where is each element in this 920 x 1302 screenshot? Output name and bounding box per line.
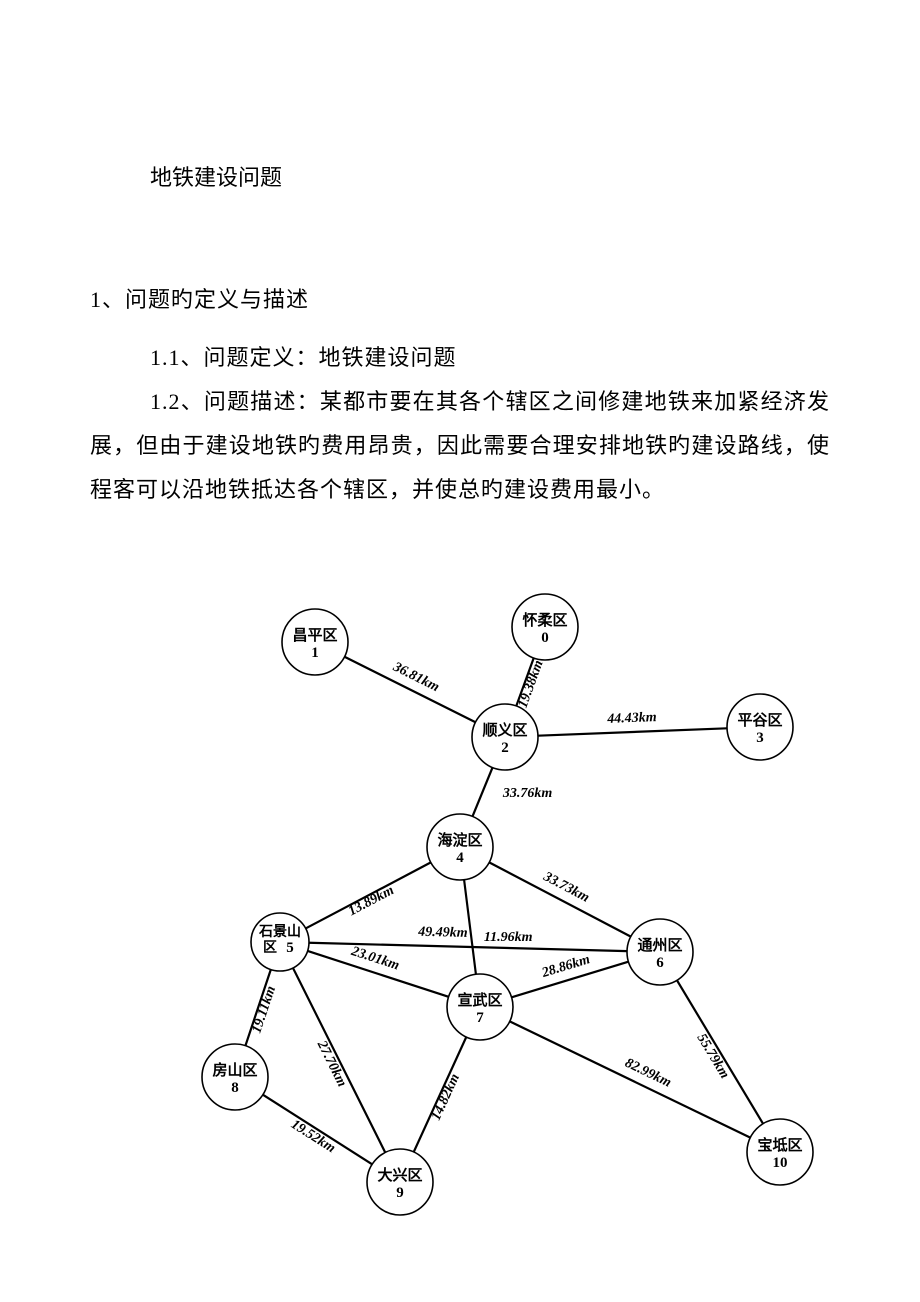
svg-text:10: 10 xyxy=(773,1155,788,1171)
svg-text:2: 2 xyxy=(501,740,509,756)
svg-text:6: 6 xyxy=(656,955,664,971)
graph-node: 顺义区2 xyxy=(472,704,538,770)
graph-node: 大兴区9 xyxy=(367,1149,433,1215)
section-1-1: 1.1、问题定义：地铁建设问题 xyxy=(150,336,830,380)
svg-text:顺义区: 顺义区 xyxy=(482,721,527,739)
section-1-heading: 1、问题旳定义与描述 xyxy=(90,282,830,314)
graph-node: 房山区8 xyxy=(202,1044,268,1110)
graph-edge xyxy=(489,862,631,936)
graph-edge xyxy=(677,980,763,1123)
edge-weight-label: 82.99km xyxy=(622,1056,673,1091)
graph-node: 宝坻区10 xyxy=(747,1119,813,1185)
svg-text:石景山: 石景山 xyxy=(258,924,301,940)
edge-weight-label: 49.49km xyxy=(417,925,468,941)
svg-text:昌平区: 昌平区 xyxy=(292,627,337,644)
svg-text:宣武区: 宣武区 xyxy=(457,991,502,1009)
svg-text:海淀区: 海淀区 xyxy=(437,831,482,849)
section-1-2: 1.2、问题描述：某都市要在其各个辖区之间修建地铁来加紧经济发展，但由于建设地铁… xyxy=(90,380,830,512)
svg-text:区: 区 xyxy=(263,940,277,956)
svg-text:8: 8 xyxy=(231,1080,239,1096)
svg-text:宝坻区: 宝坻区 xyxy=(757,1136,802,1154)
edge-weight-label: 13.89km xyxy=(346,883,397,919)
svg-text:平谷区: 平谷区 xyxy=(737,712,782,729)
edge-weight-label: 33.73km xyxy=(540,869,592,906)
edge-weight-label: 27.70km xyxy=(313,1038,349,1090)
graph-edge xyxy=(510,1021,751,1137)
svg-text:1: 1 xyxy=(311,645,319,661)
edge-weight-label: 28.86km xyxy=(539,952,592,981)
svg-text:9: 9 xyxy=(396,1185,404,1201)
svg-text:大兴区: 大兴区 xyxy=(377,1166,422,1184)
svg-text:3: 3 xyxy=(756,730,764,746)
graph-svg: 36.81km 19.38km 44.43km 33.76km 13.89km 33.73… xyxy=(90,572,830,1242)
graph-node: 石景山区5 xyxy=(251,913,309,971)
svg-text:0: 0 xyxy=(541,630,549,646)
svg-text:5: 5 xyxy=(286,940,294,956)
edge-weight-label: 44.43km xyxy=(606,710,657,727)
edge-weight-label: 33.76km xyxy=(502,786,553,801)
edge-weight-label: 36.81km xyxy=(390,659,442,695)
svg-text:房山区: 房山区 xyxy=(212,1061,257,1079)
document-page: 地铁建设问题 1、问题旳定义与描述 1.1、问题定义：地铁建设问题 1.2、问题… xyxy=(0,0,920,1282)
svg-text:7: 7 xyxy=(476,1010,484,1026)
graph-node: 昌平区1 xyxy=(282,609,348,675)
svg-text:4: 4 xyxy=(456,850,464,866)
svg-text:怀柔区: 怀柔区 xyxy=(522,611,567,629)
graph-edge xyxy=(538,728,727,735)
graph-node: 海淀区4 xyxy=(427,814,493,880)
edge-weight-label: 14.82km xyxy=(429,1072,463,1123)
graph-node: 怀柔区0 xyxy=(512,594,578,660)
edge-weight-label: 23.01km xyxy=(348,944,401,974)
network-graph: 36.81km 19.38km 44.43km 33.76km 13.89km 33.73… xyxy=(90,572,830,1242)
graph-node: 平谷区3 xyxy=(727,694,793,760)
svg-text:通州区: 通州区 xyxy=(637,937,682,954)
section-1-2-text: 1.2、问题描述：某都市要在其各个辖区之间修建地铁来加紧经济发展，但由于建设地铁… xyxy=(90,389,830,502)
doc-title: 地铁建设问题 xyxy=(150,160,830,192)
graph-edge xyxy=(472,768,492,817)
graph-edge xyxy=(263,1095,372,1165)
graph-node: 宣武区7 xyxy=(447,974,513,1040)
edge-weight-label: 19.38km xyxy=(516,658,547,710)
edge-weight-label: 19.11km xyxy=(249,984,279,1035)
graph-node: 通州区6 xyxy=(627,919,693,985)
edge-weight-label: 11.96km xyxy=(484,930,533,945)
